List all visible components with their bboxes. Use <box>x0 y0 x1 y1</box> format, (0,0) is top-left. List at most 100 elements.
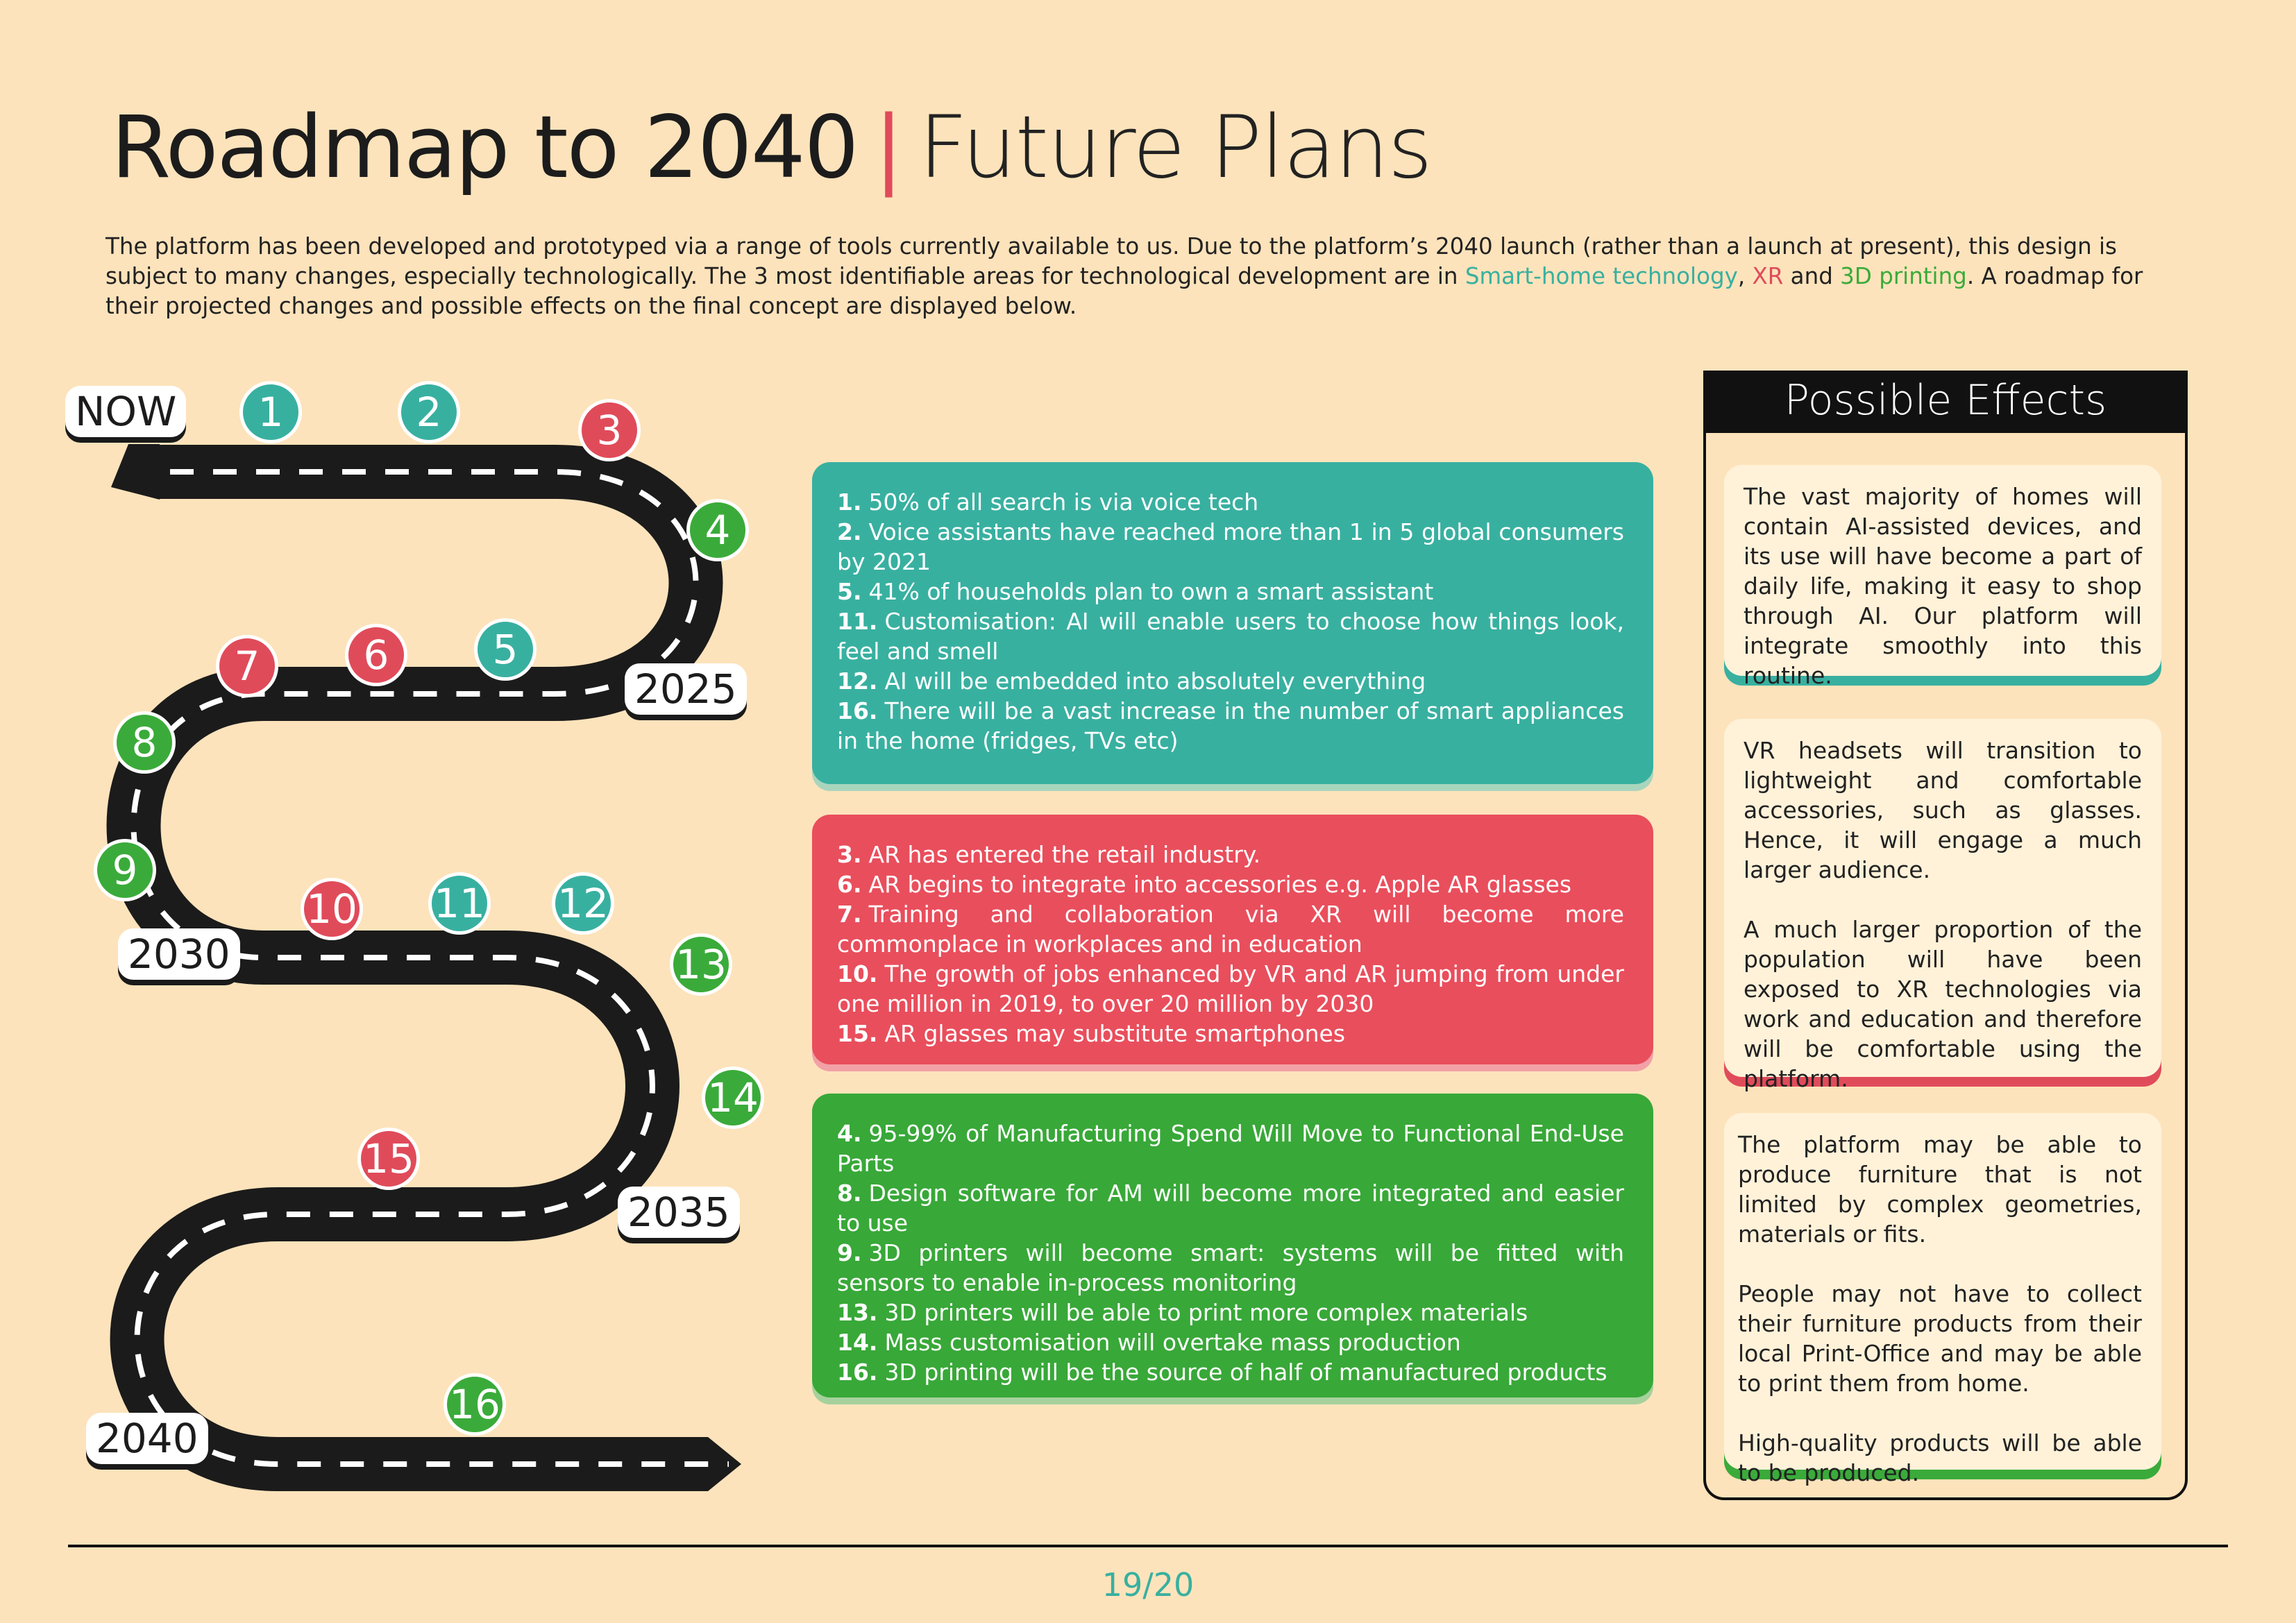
road-start-arrow <box>111 444 160 500</box>
list-item: 5. 41% of households plan to own a smart … <box>837 577 1624 606</box>
item-text: AR begins to integrate into accessories … <box>868 871 1572 898</box>
effect-paragraph: People may not have to collect their fur… <box>1738 1280 2142 1397</box>
road-end-arrow <box>694 1437 741 1491</box>
list-item: 3. AR has entered the retail industry. <box>837 840 1624 869</box>
item-number: 10. <box>837 960 878 987</box>
item-number: 13. <box>837 1299 878 1326</box>
label-now: NOW <box>65 386 187 437</box>
roadmap: NOW 2025 2030 2035 2040 1 2 3 4 5 6 7 8 … <box>0 361 791 1513</box>
item-text: 3D printers will be able to print more c… <box>884 1299 1528 1326</box>
item-text: AR glasses may substitute smartphones <box>884 1020 1346 1047</box>
item-text: There will be a vast increase in the num… <box>837 697 1624 754</box>
effect-paragraph: The vast majority of homes will contain … <box>1744 483 2142 689</box>
intro-and: and <box>1783 263 1841 289</box>
item-number: 12. <box>837 668 878 695</box>
effect-paragraph: The platform may be able to produce furn… <box>1738 1131 2142 1248</box>
list-item: 1. 50% of all search is via voice tech <box>837 487 1624 517</box>
intro-smart-home: Smart-home technology <box>1464 263 1738 289</box>
list-item: 8. Design software for AM will become mor… <box>837 1178 1624 1238</box>
road-graphic <box>106 444 741 1491</box>
list-item: 6. AR begins to integrate into accessorie… <box>837 869 1624 899</box>
milestone-4: 4 <box>686 499 749 561</box>
label-2040: 2040 <box>86 1413 208 1464</box>
intro-text-end: . A roadmap for their projected changes … <box>105 263 2143 319</box>
milestone-9: 9 <box>94 839 156 901</box>
list-item: 2. Voice assistants have reached more tha… <box>837 517 1624 577</box>
effect-xr: VR headsets will transition to lightweig… <box>1724 719 2161 1092</box>
milestone-14: 14 <box>702 1067 764 1129</box>
3d-printing-box: 4. 95-99% of Manufacturing Spend Will Mov… <box>812 1094 1653 1397</box>
milestone-15: 15 <box>357 1128 420 1190</box>
item-number: 1. <box>837 488 862 516</box>
list-item: 11. Customisation: AI will enable users t… <box>837 606 1624 666</box>
item-text: Customisation: AI will enable users to c… <box>837 608 1624 665</box>
milestone-2: 2 <box>398 381 460 443</box>
possible-effects-title: Possible Effects <box>1703 371 2188 433</box>
milestone-11: 11 <box>428 872 491 935</box>
label-2025: 2025 <box>625 663 747 715</box>
effect-paragraph: VR headsets will transition to lightweig… <box>1744 737 2142 883</box>
item-text: 3D printing will be the source of half o… <box>884 1359 1607 1386</box>
item-number: 2. <box>837 518 862 545</box>
effect-paragraph: High-quality products will be able to be… <box>1738 1429 2142 1486</box>
intro-xr: XR <box>1752 263 1784 289</box>
effect-paragraph: A much larger proportion of the populati… <box>1744 916 2142 1092</box>
3d-printing-list: 4. 95-99% of Manufacturing Spend Will Mov… <box>837 1119 1624 1387</box>
item-number: 14. <box>837 1329 878 1356</box>
list-item: 9. 3D printers will become smart: systems… <box>837 1238 1624 1298</box>
label-2035: 2035 <box>618 1187 740 1238</box>
milestone-12: 12 <box>552 872 614 935</box>
intro-3d-printing: 3D printing <box>1840 263 1967 289</box>
item-number: 11. <box>837 608 878 635</box>
item-number: 3. <box>837 841 862 868</box>
item-number: 9. <box>837 1239 862 1266</box>
milestone-6: 6 <box>345 624 407 686</box>
title-subtitle: Future Plans <box>918 98 1433 198</box>
road-center-line <box>130 469 729 1467</box>
item-text: Mass customisation will overtake mass pr… <box>884 1329 1461 1356</box>
item-text: Training and collaboration via XR will b… <box>837 901 1624 958</box>
intro-text: The platform has been developed and prot… <box>105 233 2117 289</box>
list-item: 12. AI will be embedded into absolutely e… <box>837 666 1624 696</box>
title-separator: | <box>874 98 904 198</box>
item-text: Design software for AM will become more … <box>837 1180 1624 1237</box>
milestone-1: 1 <box>239 381 302 443</box>
item-number: 6. <box>837 871 862 898</box>
item-text: AR has entered the retail industry. <box>868 841 1261 868</box>
milestone-16: 16 <box>444 1373 506 1436</box>
item-text: 50% of all search is via voice tech <box>868 488 1259 516</box>
item-number: 16. <box>837 697 878 724</box>
list-item: 13. 3D printers will be able to print mor… <box>837 1298 1624 1327</box>
footer-divider <box>68 1545 2228 1547</box>
item-text: AI will be embedded into absolutely ever… <box>884 668 1426 695</box>
list-item: 15. AR glasses may substitute smartphones <box>837 1019 1624 1048</box>
item-text: 3D printers will become smart: systems w… <box>837 1239 1624 1296</box>
xr-box: 3. AR has entered the retail industry. 6.… <box>812 815 1653 1064</box>
item-text: 41% of households plan to own a smart as… <box>868 578 1434 605</box>
item-number: 4. <box>837 1120 862 1147</box>
effect-3d-printing: The platform may be able to produce furn… <box>1724 1113 2161 1486</box>
milestone-5: 5 <box>474 618 537 681</box>
item-text: Voice assistants have reached more than … <box>837 518 1624 575</box>
effect-smart-home: The vast majority of homes will contain … <box>1724 465 2161 689</box>
intro-comma: , <box>1737 263 1753 289</box>
item-number: 5. <box>837 578 862 605</box>
item-number: 15. <box>837 1020 878 1047</box>
item-number: 16. <box>837 1359 878 1386</box>
intro-paragraph: The platform has been developed and prot… <box>105 232 2188 321</box>
milestone-10: 10 <box>301 878 363 940</box>
xr-list: 3. AR has entered the retail industry. 6.… <box>837 840 1624 1048</box>
milestone-13: 13 <box>670 933 732 996</box>
smart-home-box: 1. 50% of all search is via voice tech 2.… <box>812 462 1653 784</box>
list-item: 10. The growth of jobs enhanced by VR and… <box>837 959 1624 1019</box>
list-item: 14. Mass customisation will overtake mass… <box>837 1327 1624 1357</box>
milestone-3: 3 <box>578 399 641 461</box>
page-title: Roadmap to 2040 | Future Plans <box>111 89 1433 207</box>
list-item: 4. 95-99% of Manufacturing Spend Will Mov… <box>837 1119 1624 1178</box>
label-2030: 2030 <box>118 928 240 980</box>
item-text: 95-99% of Manufacturing Spend Will Move … <box>837 1120 1624 1177</box>
smart-home-list: 1. 50% of all search is via voice tech 2.… <box>837 487 1624 756</box>
item-number: 8. <box>837 1180 862 1207</box>
title-main: Roadmap to 2040 <box>111 98 859 198</box>
page-number: 19/20 <box>1101 1566 1195 1604</box>
